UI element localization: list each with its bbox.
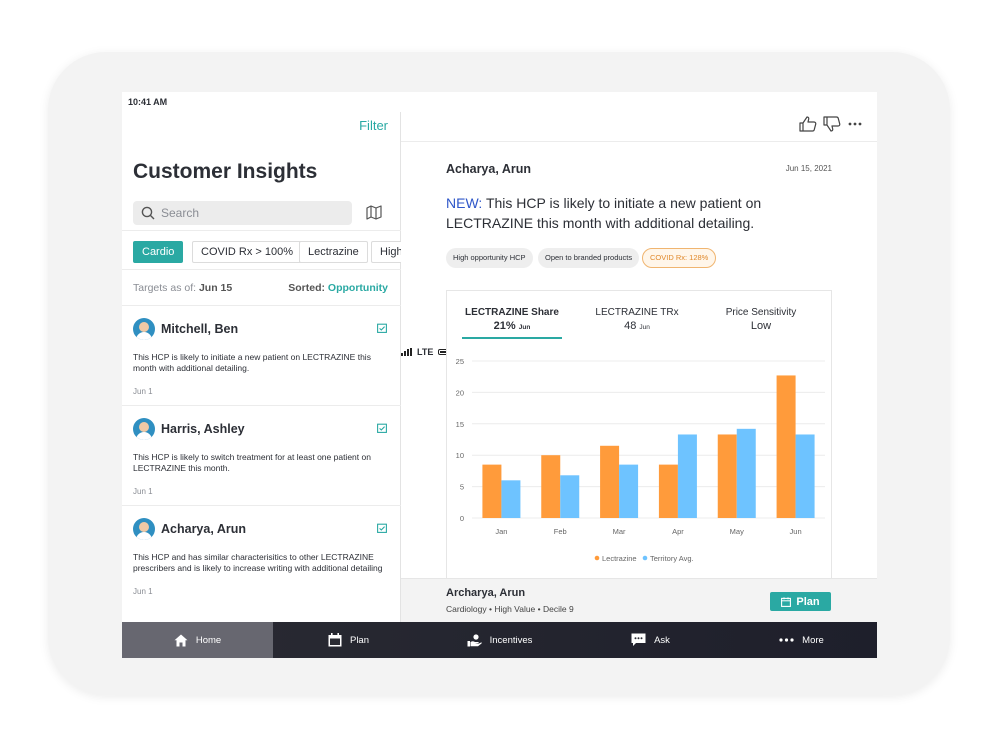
network-label: LTE <box>417 347 434 357</box>
legend-label: Territory Avg. <box>650 554 694 563</box>
hcp-name: Mitchell, Ben <box>161 322 239 336</box>
page-title: Customer Insights <box>133 160 318 183</box>
bar-territory-avg--mar <box>619 464 639 518</box>
y-tick-label: 5 <box>460 483 464 492</box>
plan-button[interactable]: Plan <box>770 592 831 611</box>
footer-hcp-name: Archarya, Arun <box>446 587 526 599</box>
y-tick-label: 25 <box>456 357 464 366</box>
hcp-name: Acharya, Arun <box>161 522 246 536</box>
bar-lectrazine-jan <box>482 464 502 518</box>
calendar-check-icon[interactable] <box>377 423 387 433</box>
tab-lectrazine-share[interactable]: LECTRAZINE Share 21% Jun <box>465 307 559 332</box>
detail-footer: Archarya, Arun Cardiology • High Value •… <box>401 578 877 622</box>
hcp-name: Harris, Ashley <box>161 422 245 436</box>
x-tick-label: Feb <box>554 527 567 536</box>
y-tick-label: 20 <box>456 388 464 397</box>
app-screen: 10:41 AM LTE Filter Customer Insights Se… <box>122 92 877 658</box>
chart-card: LECTRAZINE Share 21% Jun LECTRAZINE TRx … <box>446 290 832 580</box>
calendar-icon <box>328 633 342 647</box>
bar-lectrazine-may <box>717 434 737 518</box>
detail-date: Jun 15, 2021 <box>785 164 832 173</box>
x-tick-label: Jun <box>790 527 802 536</box>
search-placeholder: Search <box>161 206 200 220</box>
status-time: 10:41 AM <box>128 97 168 107</box>
tab-price-sensitivity[interactable]: Price Sensitivity Low <box>725 307 797 332</box>
search-icon <box>141 206 155 220</box>
calendar-check-icon[interactable] <box>377 323 387 333</box>
tag-high-opportunity: High opportunity HCP <box>446 248 533 268</box>
bar-lectrazine-apr <box>658 464 678 518</box>
tab-plan[interactable]: Plan <box>273 622 424 658</box>
bar-lectrazine-mar <box>600 445 620 518</box>
tag-covid-rx: COVID Rx: 128% <box>642 248 717 268</box>
y-tick-label: 10 <box>456 451 464 460</box>
y-tick-label: 15 <box>456 420 464 429</box>
more-icon <box>779 638 794 642</box>
tab-home[interactable]: Home <box>122 622 273 658</box>
insight-text: This HCP is likely to initiate a new pat… <box>133 352 371 373</box>
bar-territory-avg--apr <box>677 434 697 518</box>
x-tick-label: Jan <box>495 527 507 536</box>
active-tab-indicator <box>462 337 562 339</box>
targets-as-of: Targets as of: Jun 15 <box>133 282 233 294</box>
bar-territory-avg--may <box>736 428 756 518</box>
filter-button[interactable]: Filter <box>359 118 388 133</box>
list-item[interactable]: Harris, Ashley This HCP is likely to swi… <box>122 405 401 505</box>
map-icon[interactable] <box>366 205 382 220</box>
legend-label: Lectrazine <box>602 554 637 563</box>
filter-chips: Cardio COVID Rx > 100% Lectrazine High <box>122 230 401 270</box>
insight-text: This HCP and has similar characterisitic… <box>133 552 383 573</box>
avatar <box>133 418 155 440</box>
tab-lectrazine-trx[interactable]: LECTRAZINE TRx 48 Jun <box>595 307 679 332</box>
tab-incentives[interactable]: Incentives <box>424 622 575 658</box>
x-tick-label: May <box>730 527 744 536</box>
legend-swatch <box>642 555 648 561</box>
bar-territory-avg--jan <box>501 480 521 518</box>
incentives-icon <box>467 633 482 646</box>
bar-territory-avg--jun <box>795 434 815 518</box>
status-bar: 10:41 AM LTE <box>122 92 877 357</box>
x-tick-label: Apr <box>672 527 684 536</box>
detail-hcp-name: Acharya, Arun <box>446 162 531 176</box>
bar-chart: 0 5 10 15 20 25 Jan Feb Mar Apr May Jun Lectrazine Te… <box>456 357 825 563</box>
thumbs-down-icon[interactable] <box>823 116 841 132</box>
home-icon <box>174 634 188 646</box>
chat-icon <box>631 633 646 646</box>
bar-lectrazine-feb <box>541 455 561 518</box>
calendar-check-icon[interactable] <box>377 523 387 533</box>
bar-territory-avg--feb <box>560 475 580 518</box>
chip-cardio[interactable]: Cardio <box>133 241 184 263</box>
list-item[interactable]: Acharya, Arun This HCP and has similar c… <box>122 505 401 605</box>
avatar <box>133 518 155 540</box>
new-label: NEW: <box>446 195 483 211</box>
more-options-icon[interactable] <box>847 116 863 132</box>
footer-hcp-meta: Cardiology • High Value • Decile 9 <box>446 604 574 614</box>
x-tick-label: Mar <box>613 527 626 536</box>
bottom-tab-bar: Home Plan Incentives Ask More <box>122 622 877 658</box>
chip-covid-rx[interactable]: COVID Rx > 100% <box>192 241 303 263</box>
calendar-icon <box>781 596 792 607</box>
chip-high[interactable]: High <box>371 241 401 263</box>
tag-open-branded: Open to branded products <box>538 248 640 268</box>
insights-list-pane: Filter Customer Insights Search Cardio C… <box>122 112 401 622</box>
signal-icon <box>401 348 412 356</box>
y-tick-label: 0 <box>460 514 464 523</box>
insight-detail-pane: Acharya, Arun Jun 15, 2021 NEW: This HCP… <box>401 112 877 622</box>
tab-more[interactable]: More <box>726 622 877 658</box>
thumbs-up-icon[interactable] <box>799 116 817 132</box>
insight-headline: NEW: This HCP is likely to initiate a ne… <box>446 195 762 231</box>
legend-swatch <box>594 555 600 561</box>
insight-date: Jun 1 <box>133 487 153 496</box>
insight-date: Jun 1 <box>133 587 153 596</box>
avatar <box>133 318 155 340</box>
bar-lectrazine-jun <box>776 375 796 518</box>
insight-text: This HCP is likely to switch treatment f… <box>133 452 371 473</box>
chip-lectrazine[interactable]: Lectrazine <box>299 241 368 263</box>
detail-toolbar <box>401 112 877 142</box>
insight-date: Jun 1 <box>133 387 153 396</box>
sort-control[interactable]: Sorted: Opportunity <box>288 282 388 294</box>
list-item[interactable]: Mitchell, Ben This HCP is likely to init… <box>122 305 401 405</box>
tab-ask[interactable]: Ask <box>575 622 726 658</box>
search-input[interactable]: Search <box>133 201 352 225</box>
